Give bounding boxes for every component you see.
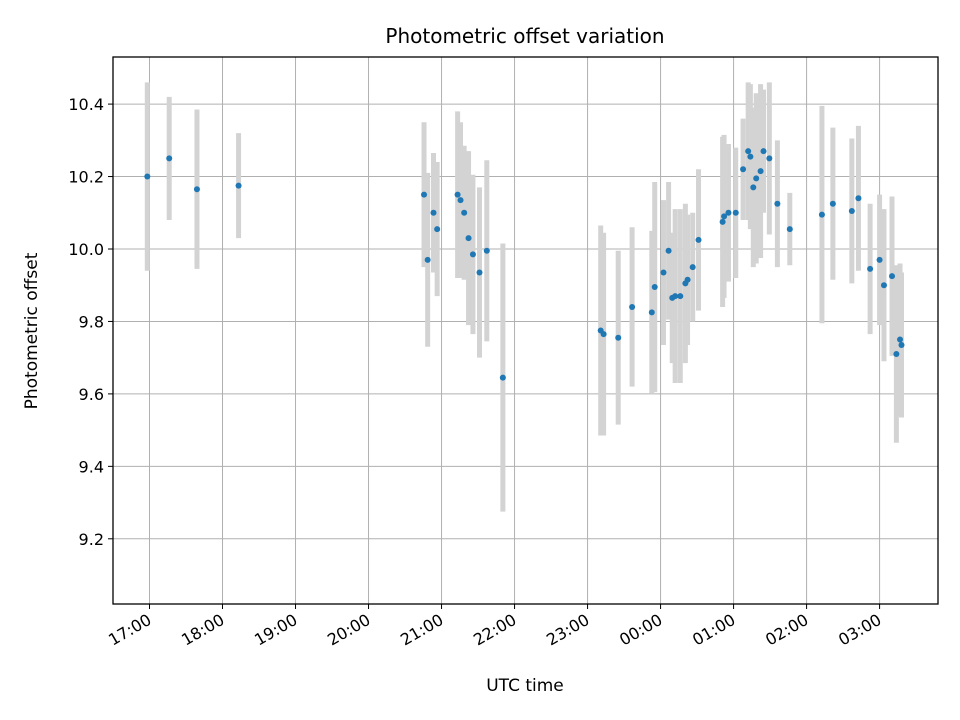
y-ticks: 9.2 9.4 9.6 9.8 10.0 10.2 10.4 [68, 95, 113, 549]
x-tick-label: 01:00 [689, 610, 738, 650]
x-tick-label: 03:00 [835, 610, 884, 650]
data-point [880, 282, 887, 289]
data-point [421, 191, 428, 198]
data-point [848, 207, 855, 214]
data-point [893, 351, 900, 358]
data-point [461, 209, 468, 216]
y-axis-label: Photometric offset [22, 252, 42, 409]
grid [113, 57, 938, 604]
data-point [648, 309, 655, 316]
data-point [774, 200, 781, 207]
data-point [829, 200, 836, 207]
y-tick-label: 10.4 [68, 95, 104, 114]
x-tick-label: 21:00 [397, 610, 446, 650]
x-tick-label: 18:00 [178, 610, 227, 650]
x-tick-label: 02:00 [762, 610, 811, 650]
data-point [760, 148, 767, 155]
data-point [424, 256, 431, 263]
data-point [740, 166, 747, 173]
data-points [144, 148, 905, 381]
x-tick-label: 23:00 [543, 610, 592, 650]
x-tick-label: 22:00 [470, 610, 519, 650]
y-tick-label: 9.4 [79, 457, 104, 476]
data-point [469, 251, 476, 258]
data-point [144, 173, 151, 180]
data-point [695, 236, 702, 243]
data-point [745, 148, 752, 155]
data-point [465, 235, 472, 242]
data-point [665, 247, 672, 254]
data-point [677, 293, 684, 300]
data-point [766, 155, 773, 162]
data-point [757, 168, 764, 175]
errorbars [144, 82, 904, 512]
data-point [732, 209, 739, 216]
y-tick-label: 10.0 [68, 240, 104, 259]
x-tick-label: 17:00 [105, 610, 154, 650]
data-point [818, 211, 825, 218]
data-point [166, 155, 173, 162]
y-tick-label: 9.6 [79, 385, 104, 404]
data-point [725, 209, 732, 216]
data-point [600, 331, 607, 338]
chart-title: Photometric offset variation [385, 24, 664, 48]
x-tick-label: 00:00 [616, 610, 665, 650]
y-tick-label: 10.2 [68, 168, 104, 187]
data-point [499, 374, 506, 381]
x-axis-label: UTC time [486, 676, 564, 696]
data-point [747, 153, 754, 160]
data-point [876, 256, 883, 263]
y-tick-label: 9.8 [79, 312, 104, 331]
data-point [434, 226, 441, 233]
data-point [719, 218, 726, 225]
data-point [786, 226, 793, 233]
x-tick-label: 19:00 [251, 610, 300, 650]
data-point [476, 269, 483, 276]
data-point [672, 293, 679, 300]
data-point [898, 341, 905, 348]
data-point [897, 336, 904, 343]
plot-frame [112, 56, 939, 605]
data-point [430, 209, 437, 216]
data-point [651, 284, 658, 291]
x-ticks: 17:00 18:00 19:00 20:00 21:00 22:00 23:00 00:00… [105, 604, 885, 650]
data-point [689, 264, 696, 271]
y-tick-label: 9.2 [79, 530, 104, 549]
data-point [889, 273, 896, 280]
data-point [454, 191, 461, 198]
data-point [193, 186, 200, 193]
data-point [615, 334, 622, 341]
data-point [660, 269, 667, 276]
data-point [629, 303, 636, 310]
data-point [483, 247, 490, 254]
x-tick-label: 20:00 [324, 610, 373, 650]
data-point [684, 276, 691, 283]
data-point [867, 265, 874, 272]
data-point [753, 175, 760, 182]
data-point [855, 195, 862, 202]
data-point [750, 184, 757, 191]
data-point [721, 213, 728, 220]
data-point [235, 182, 242, 189]
data-point [457, 197, 464, 204]
